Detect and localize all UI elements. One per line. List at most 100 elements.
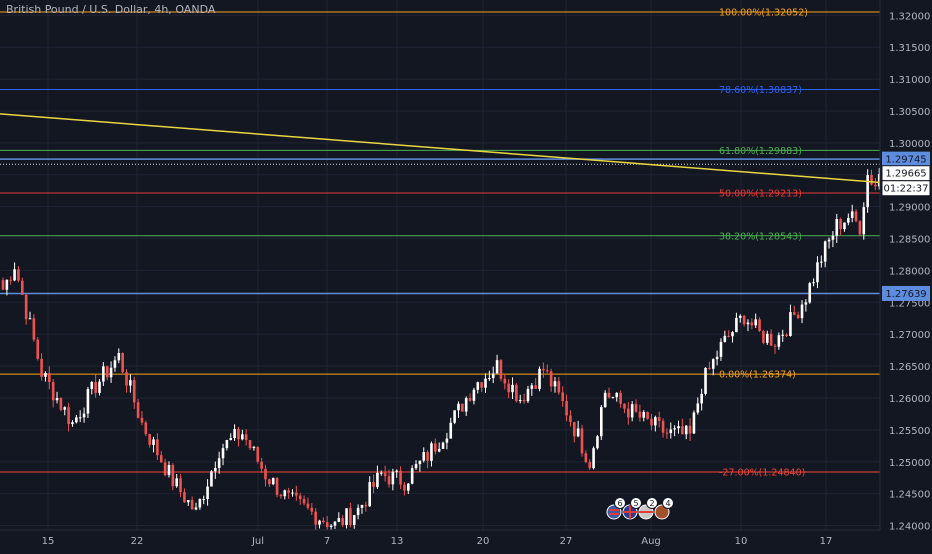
candle-body (457, 403, 460, 411)
candle-body (843, 222, 846, 230)
candle-body (461, 403, 464, 412)
candle-body (241, 434, 244, 440)
time-tick-label: Jul (251, 536, 264, 547)
candle-body (318, 520, 321, 525)
candle-body (144, 422, 148, 435)
time-tick-label: 10 (735, 536, 748, 547)
price-tick-label: 1.28500 (889, 235, 930, 246)
candle-body (615, 392, 619, 398)
candle-body (283, 490, 287, 497)
event-flag-uk[interactable]: 5 (622, 497, 642, 520)
candle-body (55, 398, 59, 401)
candle-body (603, 392, 607, 408)
candle-body (491, 373, 495, 378)
fibonacci-levels[interactable]: 100.00%(1.32052) 78.60%(1.30837) 61.80%(1.… (0, 7, 880, 478)
candle-body (472, 389, 476, 401)
fib-level-label: 0.00%(1.26374) (719, 370, 796, 381)
candle-body (376, 472, 379, 488)
time-tick-label: 20 (477, 536, 490, 547)
candle-body (407, 483, 410, 491)
level-price-label: 1.29745 (885, 155, 926, 166)
candle-body (750, 322, 754, 326)
candle-body (410, 468, 414, 484)
candle-body (129, 380, 132, 386)
price-axis[interactable] (880, 0, 932, 530)
event-count-us: 6 (617, 499, 622, 508)
candle-body (723, 335, 727, 342)
candle-body (557, 381, 561, 393)
candle-body (746, 322, 750, 325)
candle-body (152, 439, 155, 445)
candle-body (503, 378, 507, 384)
price-tick-label: 1.30000 (889, 139, 930, 150)
event-flag-other[interactable]: 4 (654, 497, 674, 520)
candle-body (237, 429, 240, 440)
current-price-label: 1.29665 (885, 169, 926, 180)
candle-body (71, 422, 74, 425)
candle-body (661, 420, 665, 433)
candle-body (94, 382, 97, 393)
candle-body (545, 370, 549, 372)
candle-body (866, 175, 869, 208)
candle-body (372, 482, 375, 488)
candle-body (179, 478, 182, 493)
candle-body (874, 184, 877, 187)
level-price-label: 1.27639 (885, 289, 926, 300)
candle-body (673, 428, 676, 430)
candle-body (248, 440, 252, 449)
candle-body (665, 432, 669, 434)
candle-body (464, 398, 468, 412)
candle-body (98, 381, 101, 393)
candle-body (488, 377, 491, 379)
candle-body (808, 283, 812, 303)
economic-events[interactable]: 6 5 2 4 (604, 496, 684, 520)
candle-body (256, 446, 260, 462)
candle-body (816, 262, 819, 283)
candle-body (349, 508, 352, 525)
candle-body (325, 522, 329, 528)
candle-body (804, 302, 808, 305)
candle-body (827, 239, 831, 242)
candle-body (630, 404, 634, 418)
event-flag-eu[interactable]: 2 (638, 497, 658, 520)
candle-body (341, 518, 344, 525)
horizontal-levels[interactable] (0, 158, 880, 295)
candle-body (360, 504, 364, 508)
time-tick-label: 13 (391, 536, 404, 547)
price-tick-label: 1.25000 (889, 458, 930, 469)
candle-body (198, 499, 202, 508)
candle-body (148, 434, 151, 445)
price-tick-label: 1.31000 (889, 75, 930, 86)
trendline[interactable] (0, 113, 932, 188)
candle-body (291, 492, 294, 494)
price-tick-label: 1.32000 (889, 11, 930, 22)
candle-body (592, 448, 595, 469)
candle-body (561, 392, 564, 401)
fib-level-label: 78.60%(1.30837) (719, 85, 802, 96)
candle-body (225, 439, 229, 449)
candle-body (769, 333, 773, 346)
candle-body (704, 367, 707, 394)
candle-body (86, 389, 90, 414)
candle-body (17, 269, 20, 281)
candle-body (754, 319, 757, 326)
candle-body (163, 462, 167, 476)
candle-body (352, 515, 356, 525)
candle-body (306, 503, 310, 508)
candle-body (785, 334, 788, 336)
time-tick-label: 7 (324, 536, 330, 547)
candle-body (214, 467, 217, 472)
candle-body (820, 261, 823, 263)
candle-body (418, 460, 422, 465)
candle-body (850, 211, 854, 218)
candle-body (542, 368, 545, 371)
time-axis[interactable] (0, 530, 932, 550)
candle-body (260, 461, 263, 469)
candle-body (194, 507, 198, 510)
candle-body (36, 339, 40, 359)
candle-body (793, 312, 796, 315)
event-flag-us[interactable]: 6 (606, 497, 626, 520)
candle-body (700, 393, 703, 404)
